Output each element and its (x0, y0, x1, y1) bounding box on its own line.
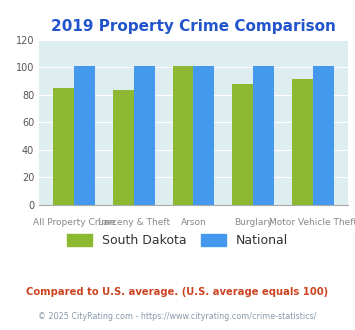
Bar (74, 66, 95, 205)
Bar (53, 88, 74, 205)
Bar (113, 90, 134, 205)
Bar (134, 66, 155, 205)
Bar (193, 66, 214, 205)
Bar (313, 66, 334, 205)
Text: All Property Crime: All Property Crime (33, 218, 115, 227)
Title: 2019 Property Crime Comparison: 2019 Property Crime Comparison (51, 19, 336, 34)
Bar (253, 66, 274, 205)
Legend: South Dakota, National: South Dakota, National (60, 227, 295, 253)
Text: Motor Vehicle Theft: Motor Vehicle Theft (269, 218, 355, 227)
Text: Larceny & Theft: Larceny & Theft (98, 218, 170, 227)
Bar (232, 83, 253, 205)
Bar (173, 66, 193, 205)
Text: Arson: Arson (181, 218, 206, 227)
Text: © 2025 CityRating.com - https://www.cityrating.com/crime-statistics/: © 2025 CityRating.com - https://www.city… (38, 312, 317, 321)
Text: Burglary: Burglary (234, 218, 273, 227)
Text: Compared to U.S. average. (U.S. average equals 100): Compared to U.S. average. (U.S. average … (26, 287, 329, 297)
Bar (292, 80, 313, 205)
